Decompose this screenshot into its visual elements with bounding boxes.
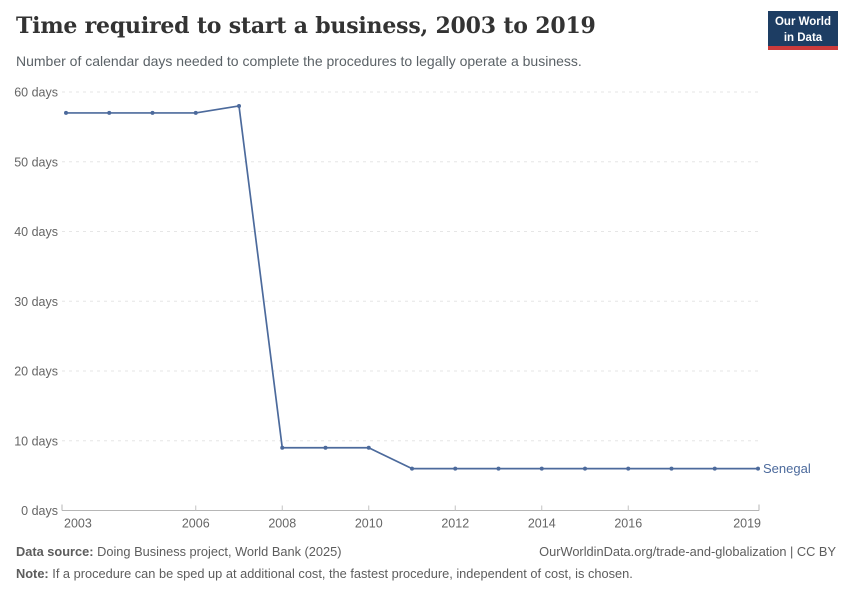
data-point[interactable] xyxy=(453,466,458,471)
data-point[interactable] xyxy=(366,445,371,450)
x-axis-tick-label: 2006 xyxy=(182,517,210,531)
x-axis-tick-label: 2019 xyxy=(733,517,761,531)
owid-url-link[interactable]: OurWorldinData.org/trade-and-globalizati… xyxy=(539,544,836,559)
y-axis-tick-label: 0 days xyxy=(21,504,58,518)
data-point[interactable] xyxy=(539,466,544,471)
note-text: Note: If a procedure can be sped up at a… xyxy=(16,566,836,581)
data-source-text: Data source: Doing Business project, Wor… xyxy=(16,544,342,559)
y-axis-tick-label: 30 days xyxy=(14,295,58,309)
x-axis-tick-label: 2014 xyxy=(528,517,556,531)
series-end-label[interactable]: Senegal xyxy=(763,461,811,476)
data-point[interactable] xyxy=(323,445,328,450)
owid-logo[interactable]: Our World in Data xyxy=(768,11,838,50)
y-axis-tick-label: 50 days xyxy=(14,155,58,169)
data-point[interactable] xyxy=(626,466,631,471)
data-point[interactable] xyxy=(496,466,501,471)
data-point[interactable] xyxy=(280,445,285,450)
chart-footer: Data source: Doing Business project, Wor… xyxy=(16,544,836,581)
y-axis-tick-label: 10 days xyxy=(14,434,58,448)
data-point[interactable] xyxy=(410,466,414,471)
data-source-label: Data source: xyxy=(16,544,94,559)
x-axis-tick-label: 2016 xyxy=(614,517,642,531)
owid-logo-line1: Our World xyxy=(774,16,831,28)
data-point[interactable] xyxy=(583,466,587,471)
y-axis-tick-label: 40 days xyxy=(14,225,58,239)
data-point[interactable] xyxy=(237,103,241,108)
owid-logo-line2: in Data xyxy=(783,32,823,44)
line-chart: 0 days 10 days 20 days 30 days 40 days 50 day… xyxy=(14,86,811,531)
note-label: Note: xyxy=(16,566,49,581)
chart-subtitle: Number of calendar days needed to comple… xyxy=(16,53,582,69)
y-axis-tick-label: 60 days xyxy=(14,86,58,100)
x-axis-tick-label: 2012 xyxy=(441,517,469,531)
note-value: If a procedure can be sped up at additio… xyxy=(48,566,633,581)
data-point[interactable] xyxy=(669,466,674,471)
x-axis-tick-label: 2008 xyxy=(268,517,296,531)
data-point[interactable] xyxy=(150,110,155,115)
data-point[interactable] xyxy=(756,466,760,471)
x-axis-tick-label: 2010 xyxy=(355,517,383,531)
data-point[interactable] xyxy=(107,110,112,115)
data-point[interactable] xyxy=(193,110,198,115)
data-point[interactable] xyxy=(712,466,717,471)
page-title: Time required to start a business, 2003 … xyxy=(16,13,596,39)
y-axis-tick-label: 20 days xyxy=(14,365,58,379)
x-axis-tick-label: 2003 xyxy=(64,517,92,531)
data-source-value: Doing Business project, World Bank (2025… xyxy=(93,544,342,559)
data-point[interactable] xyxy=(64,110,68,115)
senegal-line[interactable] xyxy=(66,105,758,470)
